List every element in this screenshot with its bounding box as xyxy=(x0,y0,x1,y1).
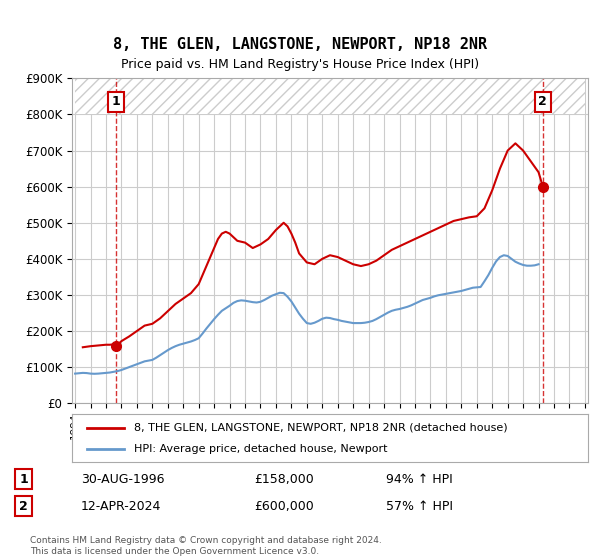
Text: Contains HM Land Registry data © Crown copyright and database right 2024.
This d: Contains HM Land Registry data © Crown c… xyxy=(30,536,382,556)
Text: 57% ↑ HPI: 57% ↑ HPI xyxy=(386,500,454,513)
Text: HPI: Average price, detached house, Newport: HPI: Average price, detached house, Newp… xyxy=(134,444,388,454)
Text: Price paid vs. HM Land Registry's House Price Index (HPI): Price paid vs. HM Land Registry's House … xyxy=(121,58,479,71)
Text: 2: 2 xyxy=(19,500,28,513)
Text: 8, THE GLEN, LANGSTONE, NEWPORT, NP18 2NR: 8, THE GLEN, LANGSTONE, NEWPORT, NP18 2N… xyxy=(113,38,487,52)
Text: £158,000: £158,000 xyxy=(254,473,314,486)
Text: 1: 1 xyxy=(19,473,28,486)
Text: 12-APR-2024: 12-APR-2024 xyxy=(81,500,161,513)
Text: 1: 1 xyxy=(112,95,121,108)
Text: 8, THE GLEN, LANGSTONE, NEWPORT, NP18 2NR (detached house): 8, THE GLEN, LANGSTONE, NEWPORT, NP18 2N… xyxy=(134,423,508,433)
Text: 94% ↑ HPI: 94% ↑ HPI xyxy=(386,473,453,486)
Text: 30-AUG-1996: 30-AUG-1996 xyxy=(81,473,164,486)
Text: £600,000: £600,000 xyxy=(254,500,314,513)
Text: 2: 2 xyxy=(538,95,547,108)
